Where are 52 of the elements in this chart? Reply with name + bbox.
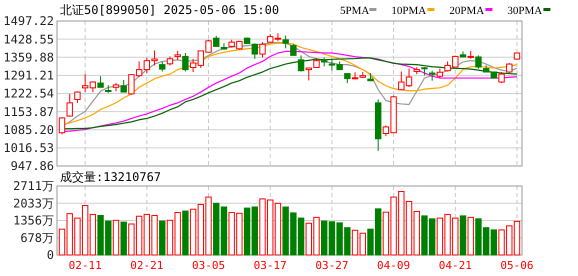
legend-label: 20PMA — [449, 5, 484, 17]
y-tick-label: 0 — [46, 248, 54, 262]
y-tick-label: 1428.55 — [3, 32, 54, 46]
candlestick — [498, 72, 505, 84]
y-tick-label: 1016.53 — [3, 141, 54, 156]
candlestick — [97, 76, 104, 88]
bar — [182, 210, 189, 256]
x-tick-label: 03-05 — [192, 259, 226, 272]
y-tick-label: 678万 — [20, 230, 54, 245]
candlestick — [506, 62, 512, 74]
y-tick-label: 1359.88 — [3, 50, 54, 64]
x-tick-label: 04-21 — [438, 259, 472, 272]
y-tick-label: 2033万 — [13, 196, 54, 210]
y-tick-label: 1153.87 — [3, 104, 54, 119]
candlestick — [182, 52, 189, 72]
candlestick — [120, 79, 127, 93]
bar — [468, 216, 474, 256]
y-tick-label: 2711万 — [13, 179, 54, 194]
bar — [159, 220, 166, 256]
candlestick — [159, 60, 166, 72]
bar — [120, 222, 127, 256]
x-tick-label: 03-27 — [315, 259, 348, 272]
y-tick-label: 1356万 — [13, 214, 54, 228]
x-tick-label: 02-11 — [68, 259, 102, 272]
bar — [460, 215, 466, 256]
x-tick-label: 04-09 — [377, 259, 410, 272]
chart-title: 北证50[899050] 2025-05-06 15:00 — [60, 3, 280, 17]
candlestick — [428, 70, 436, 82]
candlestick — [475, 54, 482, 70]
x-tick-label: 02-21 — [130, 259, 164, 272]
y-tick-label: 1222.54 — [3, 86, 54, 101]
candlestick — [298, 54, 304, 72]
candlestick — [252, 42, 258, 60]
bar — [112, 220, 120, 256]
candlestick — [259, 42, 266, 58]
y-tick-label: 1497.22 — [3, 14, 54, 28]
x-tick-label: 03-17 — [254, 259, 287, 272]
y-tick-label: 1291.21 — [3, 68, 54, 83]
candlestick — [344, 73, 351, 84]
legend-label: 5PMA — [340, 5, 370, 17]
candlestick — [213, 35, 220, 47]
candlestick — [282, 35, 289, 49]
candlestick — [290, 44, 297, 56]
legend-label: 10PMA — [391, 5, 426, 17]
y-tick-label: 947.86 — [10, 159, 54, 174]
candlestick — [436, 68, 444, 79]
candlestick — [58, 116, 66, 135]
x-tick-label: 05-06 — [500, 259, 534, 272]
y-tick-label: 1085.20 — [3, 122, 54, 137]
candlestick — [66, 93, 73, 118]
legend-label: 30PMA — [507, 5, 542, 17]
chart-title: 成交量:13210767 — [60, 170, 162, 184]
